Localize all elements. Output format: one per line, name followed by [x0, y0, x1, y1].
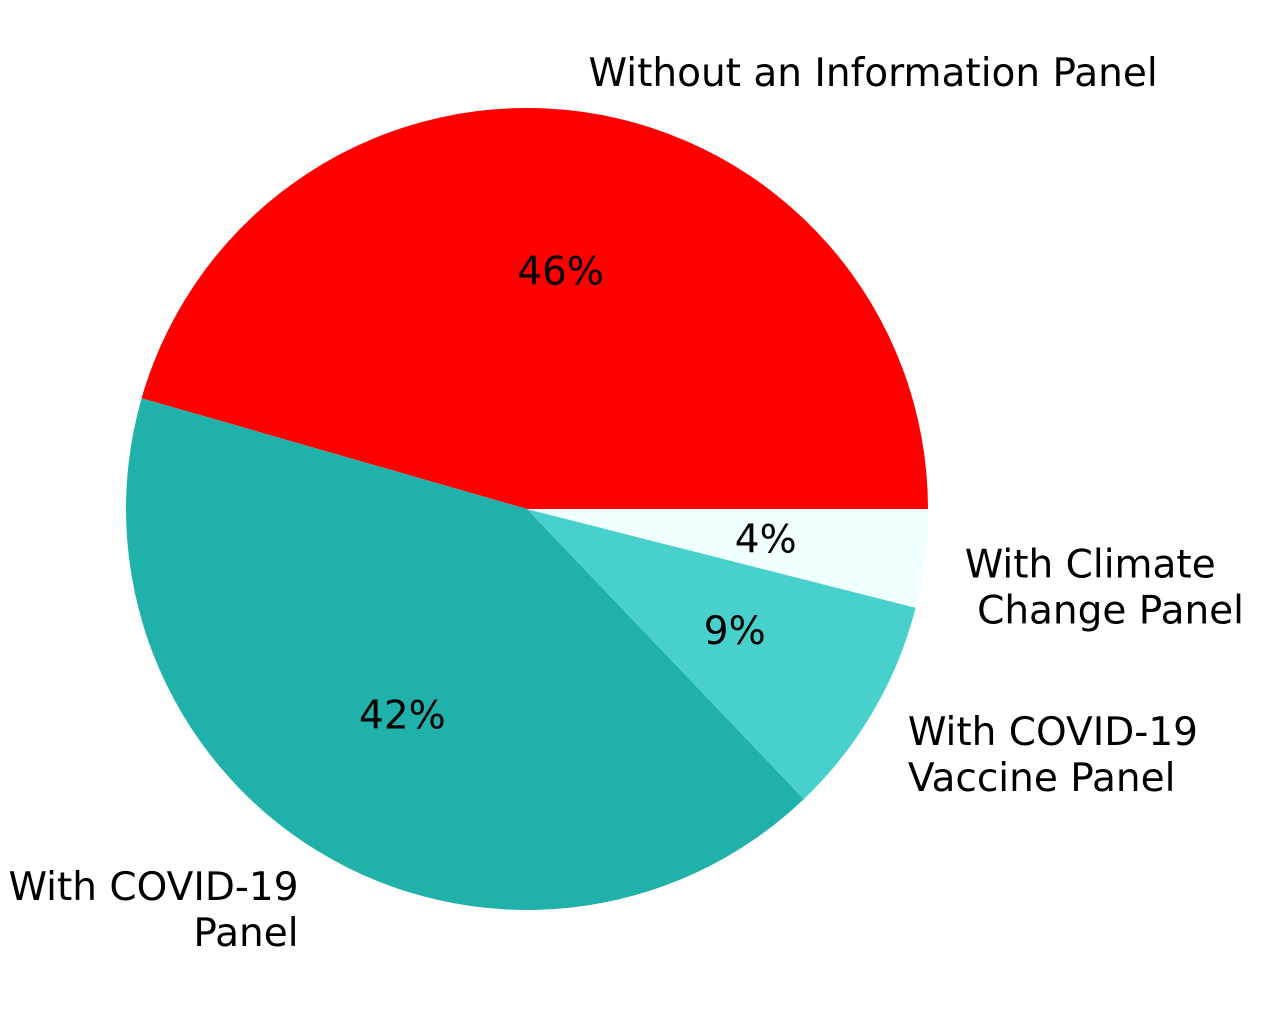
slice-percent-label-0: 46%	[517, 249, 604, 294]
slice-label-3: With Climate Change Panel	[965, 542, 1244, 633]
slice-percent-label-1: 42%	[359, 693, 446, 738]
slice-label-line: Panel	[193, 911, 298, 956]
slice-label-line: With COVID-19	[908, 710, 1198, 755]
slice-label-2: With COVID-19 Vaccine Panel	[908, 710, 1198, 801]
pie-slice-0	[141, 107, 929, 510]
pie-slice-1	[126, 398, 804, 910]
pie-slice-2	[527, 509, 916, 800]
slice-label-line: Without an Information Panel	[589, 51, 1158, 96]
slice-label-0: Without an Information Panel	[589, 51, 1158, 96]
pie-slice-3	[527, 509, 928, 608]
slice-percent-label-2: 9%	[704, 609, 766, 654]
pie-slices	[126, 107, 929, 910]
slice-label-line: With COVID-19	[8, 865, 298, 910]
slice-label-line: With Climate	[965, 542, 1216, 587]
pie-labels: Without an Information Panel 46% With COVI…	[8, 51, 1244, 956]
slice-label-line: Change Panel	[965, 588, 1244, 633]
slice-percent-label-3: 4%	[735, 518, 797, 563]
slice-label-line: Vaccine Panel	[908, 756, 1176, 801]
slice-label-1: With COVID-19 Panel	[8, 865, 298, 956]
